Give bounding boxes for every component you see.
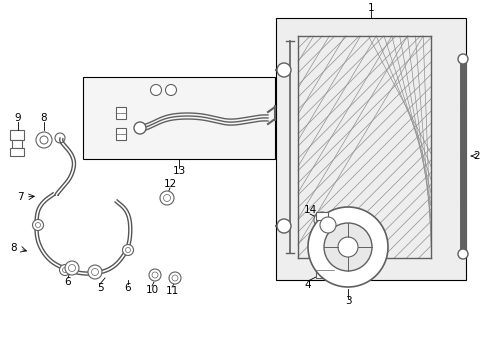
Text: 15: 15: [99, 129, 111, 139]
Circle shape: [276, 219, 290, 233]
Circle shape: [347, 251, 361, 265]
Circle shape: [91, 269, 98, 275]
Circle shape: [313, 212, 329, 228]
Text: 7: 7: [17, 192, 23, 202]
Circle shape: [122, 244, 133, 256]
Circle shape: [88, 265, 102, 279]
Text: 6: 6: [64, 277, 71, 287]
Text: 2: 2: [473, 151, 479, 161]
Text: 10: 10: [145, 285, 158, 295]
Circle shape: [149, 269, 161, 281]
Text: 5: 5: [97, 283, 103, 293]
Circle shape: [165, 85, 176, 95]
Bar: [83, 77, 274, 159]
Bar: [10, 130, 24, 140]
Circle shape: [40, 136, 48, 144]
Circle shape: [319, 217, 335, 233]
Circle shape: [55, 133, 65, 143]
Circle shape: [163, 194, 170, 202]
Text: 4: 4: [304, 280, 311, 290]
Circle shape: [68, 265, 75, 271]
Text: 11: 11: [165, 286, 178, 296]
Bar: [275, 18, 465, 280]
Circle shape: [134, 122, 146, 134]
Text: 13: 13: [172, 166, 185, 176]
Circle shape: [457, 249, 467, 259]
Circle shape: [169, 272, 181, 284]
Bar: [116, 107, 126, 119]
Text: 16: 16: [99, 108, 111, 118]
Text: 1: 1: [367, 3, 373, 13]
Circle shape: [65, 261, 79, 275]
Circle shape: [337, 237, 357, 257]
Circle shape: [307, 207, 387, 287]
Circle shape: [32, 220, 43, 230]
Bar: [10, 148, 24, 156]
Circle shape: [36, 222, 41, 228]
Text: 8: 8: [11, 243, 17, 253]
Circle shape: [160, 191, 174, 205]
Bar: [12, 140, 22, 148]
Circle shape: [276, 63, 290, 77]
Bar: [315, 262, 333, 278]
Bar: [116, 128, 126, 140]
Circle shape: [351, 255, 358, 261]
Bar: [315, 212, 327, 220]
Text: 8: 8: [41, 113, 47, 123]
Circle shape: [62, 267, 67, 273]
Text: 3: 3: [344, 296, 350, 306]
Text: 12: 12: [163, 179, 176, 189]
Text: 6: 6: [124, 283, 131, 293]
Text: 14: 14: [303, 205, 316, 215]
Circle shape: [150, 85, 161, 95]
Circle shape: [125, 248, 130, 252]
Circle shape: [324, 223, 371, 271]
Text: 9: 9: [15, 113, 21, 123]
Text: 17: 17: [199, 85, 211, 95]
Text: 18: 18: [361, 267, 374, 277]
Circle shape: [60, 265, 70, 275]
Text: 17: 17: [119, 85, 131, 95]
Circle shape: [36, 132, 52, 148]
Circle shape: [457, 54, 467, 64]
Bar: [319, 235, 375, 259]
Circle shape: [172, 275, 178, 281]
Circle shape: [152, 272, 158, 278]
